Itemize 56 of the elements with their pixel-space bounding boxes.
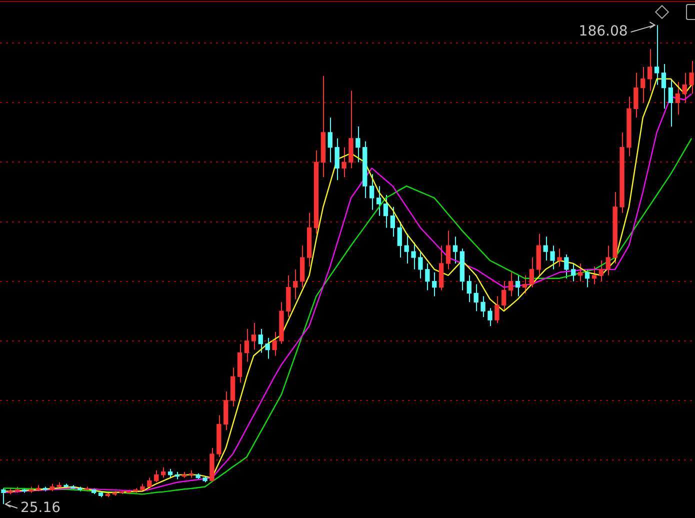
candlestick	[474, 284, 478, 312]
candlestick	[640, 66, 646, 104]
candlestick	[578, 262, 583, 282]
candlestick	[293, 268, 298, 300]
candlestick	[342, 146, 346, 178]
candlestick	[606, 245, 610, 276]
candlestick	[668, 78, 674, 128]
candlestick	[452, 236, 458, 264]
candlestick	[557, 248, 562, 267]
candlestick	[522, 274, 528, 294]
candlestick	[508, 272, 514, 297]
candlestick	[390, 206, 396, 238]
candlestick	[411, 242, 416, 270]
candlestick	[369, 174, 374, 210]
candlestick	[258, 328, 263, 354]
annotation: 25.16	[20, 500, 61, 516]
candlestick	[328, 117, 332, 163]
candlestick	[466, 274, 472, 303]
candlestick	[356, 126, 360, 163]
candlestick	[529, 257, 534, 288]
candlestick	[272, 331, 277, 356]
candlestick	[480, 296, 486, 318]
candlestick	[675, 81, 680, 116]
candlestick	[661, 64, 666, 110]
candlestick	[654, 24, 660, 86]
candlestick	[584, 268, 590, 288]
candlestick	[647, 48, 652, 92]
candlestick	[376, 186, 382, 216]
candlestick	[502, 280, 506, 312]
candlestick	[251, 322, 256, 350]
annotation: 186.08	[578, 24, 628, 40]
candlestick	[244, 328, 250, 362]
candlestick	[154, 470, 159, 483]
candlestick	[550, 245, 555, 270]
candlestick	[682, 72, 687, 104]
candlestick	[1, 488, 6, 505]
candlestick	[418, 251, 423, 279]
candlestick	[334, 138, 340, 181]
candlestick	[564, 254, 569, 279]
candlestick	[488, 308, 492, 326]
candlestick	[634, 72, 638, 118]
candlestick	[397, 221, 402, 258]
candlestick	[571, 262, 576, 282]
candlestick	[592, 266, 597, 285]
candlestick	[446, 230, 451, 270]
candlestick	[404, 233, 409, 264]
candlestick	[160, 466, 166, 478]
candlestick	[543, 236, 548, 261]
candlestick	[265, 337, 270, 360]
candlestick	[598, 260, 604, 282]
candlestick	[515, 274, 520, 297]
candlestick	[689, 60, 694, 94]
candlestick	[494, 296, 500, 324]
candlestick	[432, 272, 437, 297]
candlestick	[425, 262, 430, 291]
candlestick	[383, 194, 388, 228]
